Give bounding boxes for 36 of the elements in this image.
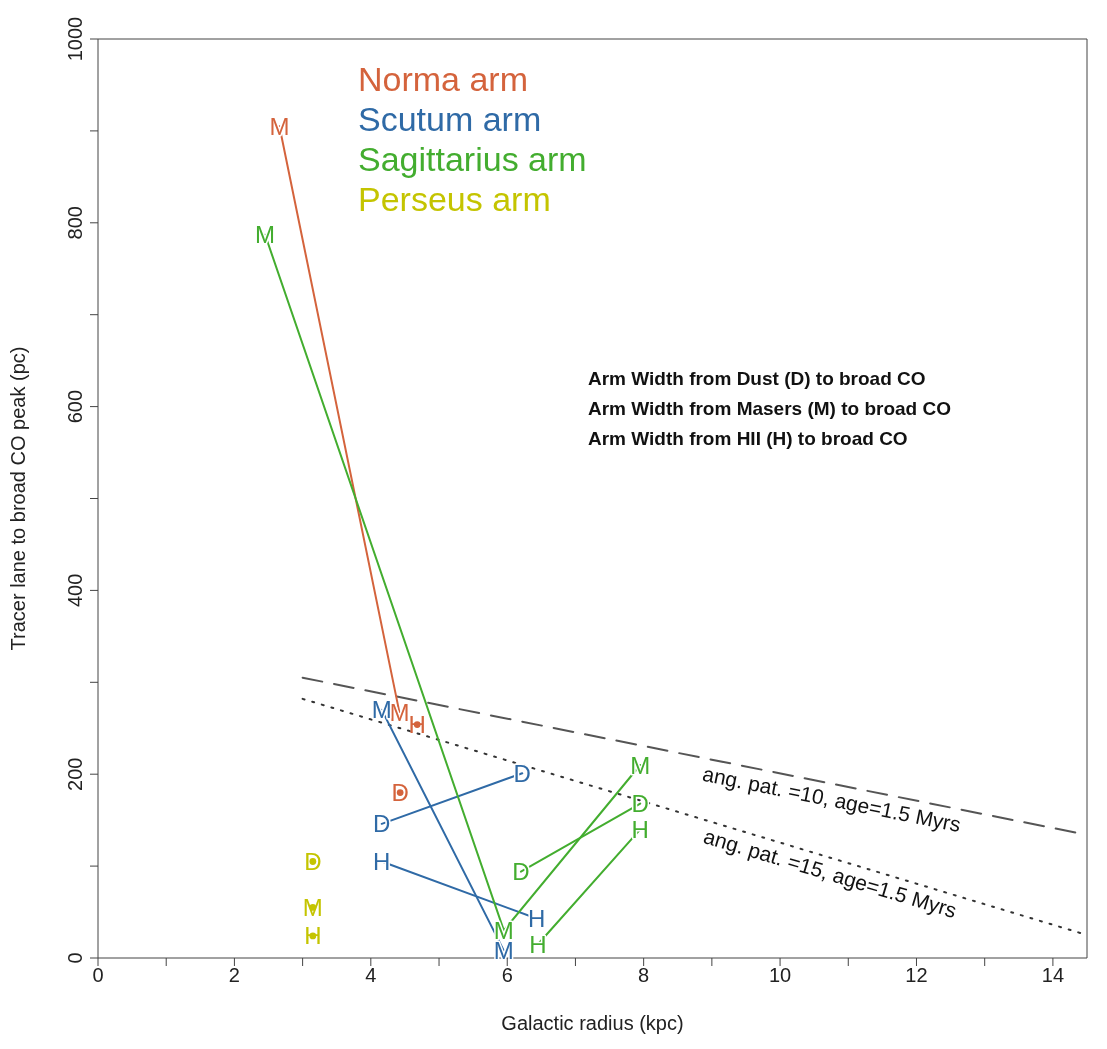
data-label: M <box>389 699 410 727</box>
data-label: M <box>371 696 392 724</box>
data-label: M <box>269 112 290 140</box>
x-tick-label: 0 <box>92 964 104 987</box>
data-label: D <box>513 759 531 787</box>
data-label: H <box>529 930 547 958</box>
text: Perseus arm <box>358 179 552 219</box>
annotation: Arm Width from Masers (M) to broad CO <box>588 397 951 421</box>
text: Norma arm <box>358 59 530 99</box>
x-tick-label: 8 <box>638 964 650 987</box>
data-label: H <box>373 848 391 876</box>
data-label: M <box>630 751 651 779</box>
annotation: Arm Width from HII (H) to broad CO <box>588 427 909 451</box>
x-axis-title: Galactic radius (kpc) <box>501 1012 684 1034</box>
x-tick-label: 6 <box>501 964 513 987</box>
x-tick-label: 2 <box>228 964 240 987</box>
y-axis-title: Tracer lane to broad CO peak (pc) <box>7 346 30 651</box>
x-tick-label: 12 <box>905 964 928 987</box>
x-tick-label: 10 <box>768 964 792 987</box>
x-tick-label: 4 <box>365 964 377 987</box>
y-tick-label: 200 <box>64 757 86 791</box>
y-tick-label: 600 <box>64 389 86 424</box>
data-label: H <box>631 815 649 843</box>
y-tick-label: 800 <box>64 206 86 240</box>
y-tick-label: 0 <box>64 952 86 964</box>
data-label: D <box>391 779 409 807</box>
data-label: M <box>255 221 276 249</box>
data-label: H <box>527 904 546 932</box>
x-tick-label: 14 <box>1041 964 1065 987</box>
data-label: D <box>304 848 322 876</box>
y-tick-label: 400 <box>64 573 86 608</box>
text: Sagittarius arm <box>358 139 587 179</box>
annotation: Arm Width from Dust (D) to broad CO <box>588 367 927 391</box>
data-label: D <box>373 810 391 838</box>
y-tick-label: 1000 <box>64 16 86 62</box>
text: Scutum arm <box>358 99 543 139</box>
